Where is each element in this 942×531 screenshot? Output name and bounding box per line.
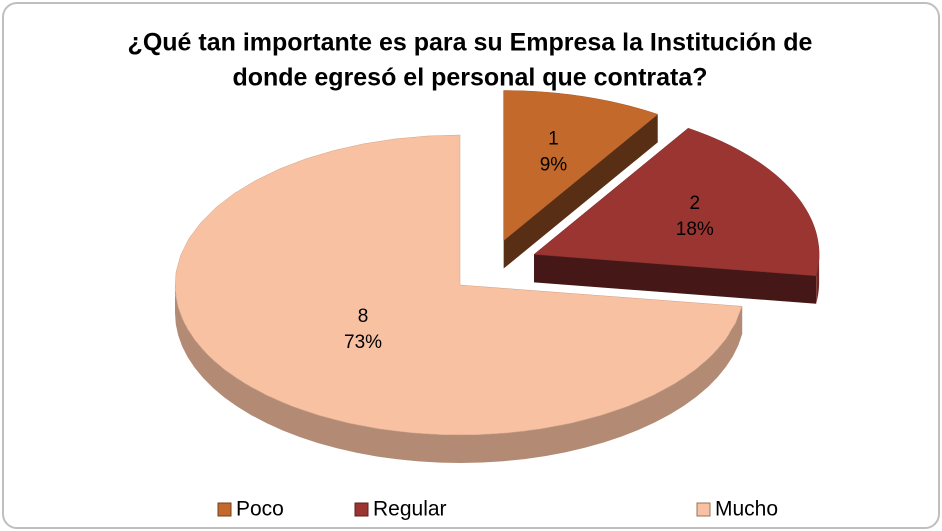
legend-swatch [696,502,711,517]
legend-label: Regular [373,498,447,521]
data-label-percent: 18% [676,219,714,240]
data-label-percent: 9% [540,154,568,175]
data-label: 2 [690,193,701,214]
legend-swatch [354,502,369,517]
slice [174,134,743,436]
slice [503,90,659,242]
legend-label: Mucho [715,498,778,521]
slice-wall [503,114,658,269]
data-label: 8 [358,306,369,327]
legend-label: Poco [236,498,284,521]
legend-swatch [217,502,232,517]
chart-title: donde egresó el personal que contrata? [232,64,707,92]
slice-side [175,285,743,463]
slice [533,127,820,277]
data-label-percent: 73% [344,332,382,353]
slice-side [816,254,820,304]
chart-title: ¿Qué tan importante es para su Empresa l… [128,29,813,57]
slice-wall [534,254,817,304]
data-label: 1 [548,128,559,149]
